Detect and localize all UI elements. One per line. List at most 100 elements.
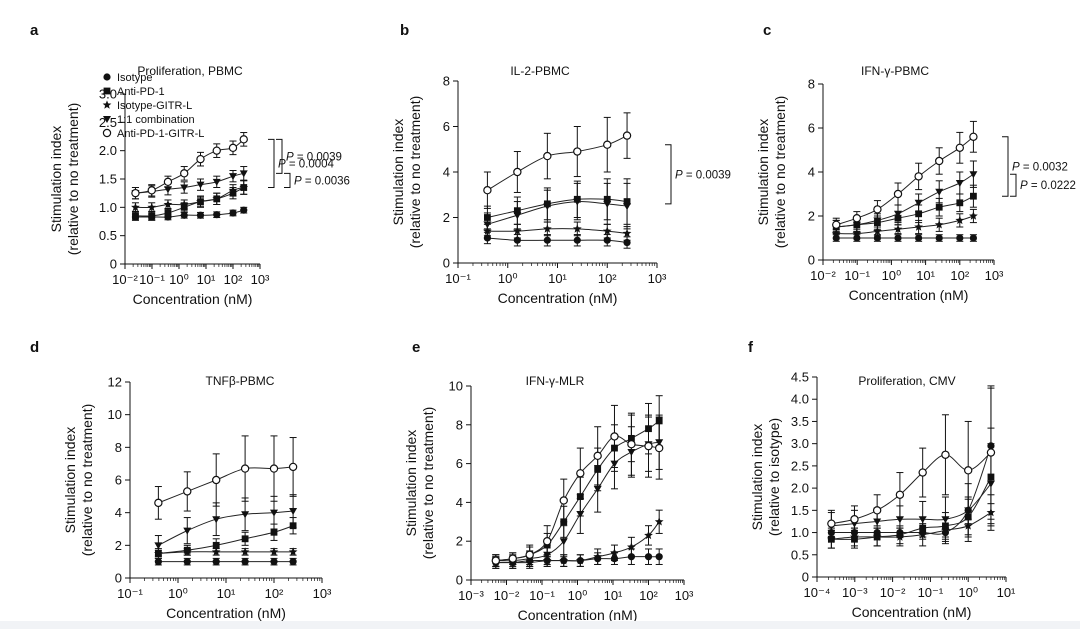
y-axis-title-line: (relative to no treatment): [65, 103, 81, 256]
y-tick-label: 2: [808, 209, 815, 224]
x-tick-label: 10⁻³: [458, 588, 484, 603]
y-tick-label: 0: [443, 256, 450, 271]
data-point: [969, 211, 978, 220]
data-point: [915, 234, 923, 242]
data-point: [872, 532, 882, 541]
x-tick-label: 10¹: [217, 586, 236, 601]
data-point: [483, 221, 492, 229]
data-point: [576, 511, 585, 519]
x-tick-label: 10²: [265, 586, 284, 601]
data-point: [893, 189, 903, 199]
y-tick-label: 1.0: [99, 200, 117, 215]
data-point: [956, 234, 964, 242]
data-point: [622, 228, 632, 238]
data-point: [269, 547, 279, 556]
x-tick-label: 10³: [648, 271, 667, 286]
x-tick-label: 10⁰: [568, 588, 588, 603]
data-point: [147, 186, 156, 195]
data-point: [873, 226, 882, 236]
data-point: [572, 224, 582, 233]
series-anti-pd-1: [827, 427, 995, 549]
data-point: [603, 200, 612, 208]
panel-c: c IFN-γ-PBMC 0 2 4 6 8 10⁻² 10⁻¹ 10⁰ 10¹ 10² 10³ Conc…: [755, 22, 1076, 303]
data-point: [654, 517, 664, 526]
x-axis-title: Concentration (nM): [133, 291, 253, 307]
legend-label: Anti-PD-1-GITR-L: [117, 128, 204, 140]
x-tick-label: 10³: [313, 586, 332, 601]
p-value-symbol: P: [286, 151, 294, 163]
p-value-label: P = 0.0039: [286, 151, 342, 163]
x-tick-label: 10³: [251, 272, 270, 287]
data-point: [914, 222, 923, 231]
data-point: [239, 170, 248, 178]
legend-marker: [102, 128, 112, 138]
data-point: [131, 188, 140, 198]
y-axis-title-line: (relative to isotype): [766, 418, 782, 536]
data-point: [955, 180, 964, 187]
y-tick-label: 0: [110, 257, 117, 272]
series-anti-pd-1-gitr-l: [483, 112, 632, 209]
legend-label: Anti-PD-1: [117, 86, 165, 98]
x-tick-label: 10⁻¹: [844, 268, 870, 283]
series-anti-pd-1: [492, 395, 663, 567]
data-point: [969, 132, 978, 141]
data-point: [935, 156, 944, 166]
y-tick-label: 6: [443, 119, 450, 134]
data-point: [212, 194, 222, 203]
x-axis-title: Concentration (nM): [498, 290, 618, 306]
data-point: [969, 171, 978, 179]
bracket: [1010, 173, 1017, 197]
data-point: [512, 226, 522, 235]
data-point: [941, 450, 950, 459]
data-point: [179, 199, 189, 209]
bracket: [284, 172, 291, 188]
data-point: [163, 177, 173, 187]
data-point: [213, 211, 221, 219]
y-tick-label: 4: [443, 165, 450, 180]
series-anti-pd-1-gitr-l: [491, 404, 664, 567]
data-point: [969, 234, 978, 242]
data-point: [955, 215, 965, 225]
series-isotype-gitr-l: [154, 547, 298, 558]
series-anti-pd-1-gitr-l: [827, 385, 996, 538]
data-point: [212, 558, 220, 566]
panel-letter: c: [763, 22, 771, 39]
y-tick-label: 6: [456, 456, 463, 471]
data-point: [627, 440, 636, 449]
data-point: [610, 548, 619, 557]
x-tick-label: 10⁰: [958, 585, 978, 600]
x-tick-label: 10⁰: [498, 271, 518, 286]
data-point: [239, 182, 249, 192]
bracket: [268, 138, 275, 188]
y-tick-label: 0.5: [99, 228, 117, 243]
data-point: [154, 542, 163, 550]
series-1-1-combination: [483, 182, 632, 237]
data-point: [573, 236, 581, 244]
y-tick-label: 2.5: [791, 458, 809, 473]
data-point: [852, 213, 862, 223]
y-tick-label: 3.0: [791, 436, 809, 451]
bracket: [665, 144, 672, 205]
data-point: [270, 558, 278, 566]
data-point: [873, 205, 882, 214]
data-point: [154, 558, 162, 566]
x-tick-label: 10⁻¹: [445, 271, 471, 286]
x-tick-label: 10⁻¹: [139, 272, 165, 287]
y-tick-label: 0.5: [791, 547, 809, 562]
y-axis-title: Stimulation index(relative to no treatme…: [62, 404, 95, 557]
data-point: [240, 547, 250, 556]
data-point: [914, 199, 923, 207]
y-axis-title-line: Stimulation index: [48, 126, 64, 233]
data-point: [872, 506, 882, 515]
p-value-number: = 0.0036: [302, 175, 350, 187]
y-tick-label: 4: [456, 495, 463, 510]
y-tick-label: 10: [449, 379, 463, 394]
data-point: [832, 220, 841, 229]
y-tick-label: 8: [808, 77, 815, 92]
significance-annotations: P = 0.0039: [665, 144, 731, 205]
data-point: [915, 210, 923, 218]
x-tick-label: 10⁻²: [810, 268, 836, 283]
data-point: [212, 541, 220, 549]
